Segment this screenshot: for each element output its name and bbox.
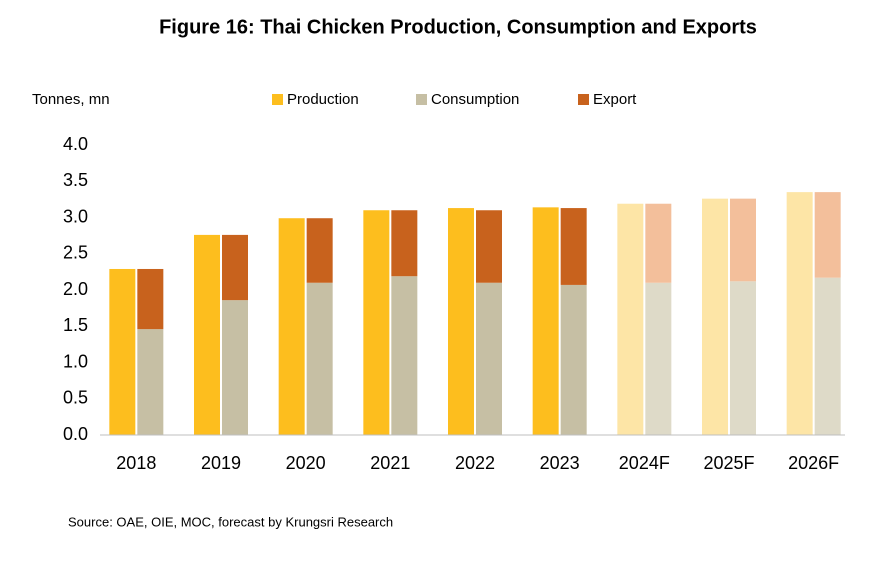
y-tick-label: 0.5 <box>63 388 88 408</box>
bar <box>109 268 136 435</box>
bar <box>137 329 164 435</box>
bar <box>306 282 333 435</box>
y-tick-label: 1.0 <box>63 351 88 371</box>
x-tick-label: 2023 <box>540 453 580 473</box>
chart-title: Figure 16: Thai Chicken Production, Cons… <box>159 16 757 38</box>
y-tick-label: 0.0 <box>63 424 88 444</box>
bar <box>617 203 644 435</box>
bar <box>391 276 418 435</box>
bar <box>814 277 841 435</box>
legend-swatch <box>272 94 283 105</box>
bar <box>532 207 559 435</box>
x-tick-label: 2021 <box>370 453 410 473</box>
x-tick-label: 2024F <box>619 453 670 473</box>
x-tick-label: 2022 <box>455 453 495 473</box>
bar <box>730 198 756 282</box>
legend-swatch <box>578 94 589 105</box>
bar <box>306 218 333 283</box>
legend-swatch <box>416 94 427 105</box>
bar <box>702 198 728 435</box>
legend-label: Production <box>287 91 359 108</box>
y-tick-label: 3.5 <box>63 170 88 190</box>
legend-label: Consumption <box>431 91 519 108</box>
bar <box>560 208 587 285</box>
bar <box>814 192 841 278</box>
bar <box>137 268 164 330</box>
y-tick-label: 2.0 <box>63 279 88 299</box>
bar <box>476 282 502 435</box>
bar <box>730 281 756 435</box>
bar <box>222 234 248 301</box>
bar <box>476 210 502 283</box>
y-tick-label: 1.5 <box>63 315 88 335</box>
y-tick-label: 4.0 <box>63 134 88 154</box>
x-tick-label: 2020 <box>286 453 326 473</box>
source-note: Source: OAE, OIE, MOC, forecast by Krung… <box>68 514 393 529</box>
x-tick-label: 2018 <box>116 453 156 473</box>
y-tick-label: 3.0 <box>63 206 88 226</box>
bar <box>278 218 305 435</box>
x-tick-label: 2026F <box>788 453 839 473</box>
bar <box>222 300 248 435</box>
bar <box>645 282 672 435</box>
bar <box>363 210 390 435</box>
bar <box>391 210 418 277</box>
x-tick-label: 2019 <box>201 453 241 473</box>
legend-label: Export <box>593 91 637 108</box>
y-tick-label: 2.5 <box>63 243 88 263</box>
x-tick-label: 2025F <box>703 453 754 473</box>
bar <box>645 203 672 283</box>
bar <box>560 284 587 435</box>
bar <box>786 192 813 435</box>
bar <box>448 208 474 435</box>
bar <box>194 234 220 435</box>
y-axis-label: Tonnes, mn <box>32 91 110 108</box>
